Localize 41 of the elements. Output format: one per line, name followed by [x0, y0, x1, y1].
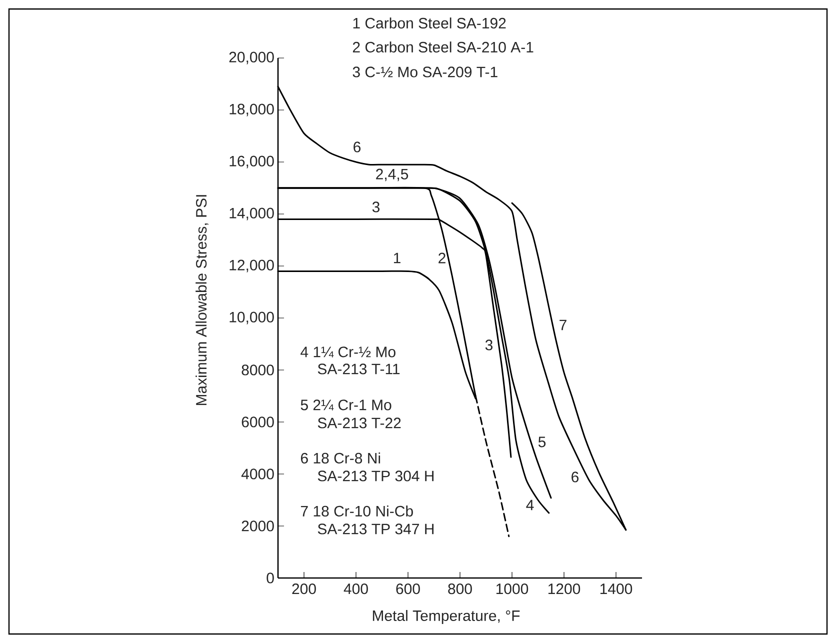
- text: 2 Carbon Steel SA-210 A-1: [352, 41, 534, 52]
- annotation: 1: [394, 252, 400, 264]
- annotation: SA-213 TP 304 H: [318, 470, 434, 482]
- x-tick-label: 1400: [600, 584, 632, 594]
- annotation: 2: [438, 252, 446, 264]
- y-tick-label: 14,000: [230, 208, 274, 220]
- y-tick-label: 2000: [242, 520, 274, 532]
- x-tick-label: 1000: [496, 584, 528, 594]
- y-tick-label: 12,000: [230, 260, 274, 272]
- x-tick-label: 1200: [548, 584, 580, 594]
- annotation: SA-213 TP 347 H: [318, 524, 434, 534]
- annotation: 5 2¼ Cr-1 Mo: [300, 400, 392, 410]
- x-tick-label: 200: [292, 584, 316, 594]
- x-tick-label: 400: [344, 584, 368, 594]
- annotation: 4: [526, 500, 534, 510]
- y-tick-label: 0: [266, 572, 274, 584]
- annotation: 5: [538, 436, 546, 448]
- y-tick-label: 10,000: [230, 312, 274, 324]
- annotation: SA-213 T-22: [318, 418, 401, 428]
- annotation: SA-213 T-11: [318, 364, 400, 374]
- y-tick-label: 4000: [241, 468, 274, 480]
- x-axis-title: Metal Temperature, °F: [372, 610, 520, 624]
- y-tick-label: 6000: [242, 416, 274, 428]
- annotation: 4 1¼ Cr-½ Mo: [300, 346, 396, 358]
- annotation: 7 18 Cr-10 Ni-Cb: [300, 505, 413, 516]
- y-tick-label: 8000: [242, 364, 274, 376]
- y-tick-label: 18,000: [230, 104, 274, 116]
- text: 1 Carbon Steel SA-192: [353, 17, 506, 28]
- x-tick-label: 800: [448, 584, 472, 594]
- y-tick-label: 16,000: [230, 156, 274, 168]
- annotation: 2,4,5: [376, 168, 408, 182]
- annotation: 7: [560, 320, 566, 330]
- y-axis-title: Maximum Allowable Stress, PSI: [196, 195, 208, 406]
- annotation: 6 18 Cr-8 Ni: [300, 452, 380, 464]
- annotation: 3: [485, 340, 493, 350]
- annotation: 6: [572, 472, 579, 482]
- y-tick-label: 20,000: [229, 52, 274, 64]
- annotation: 3: [372, 202, 380, 212]
- annotation: 3 C-½ Mo SA-209 T-1: [352, 66, 498, 78]
- x-tick-label: 600: [396, 584, 420, 594]
- annotation: 6: [354, 142, 361, 152]
